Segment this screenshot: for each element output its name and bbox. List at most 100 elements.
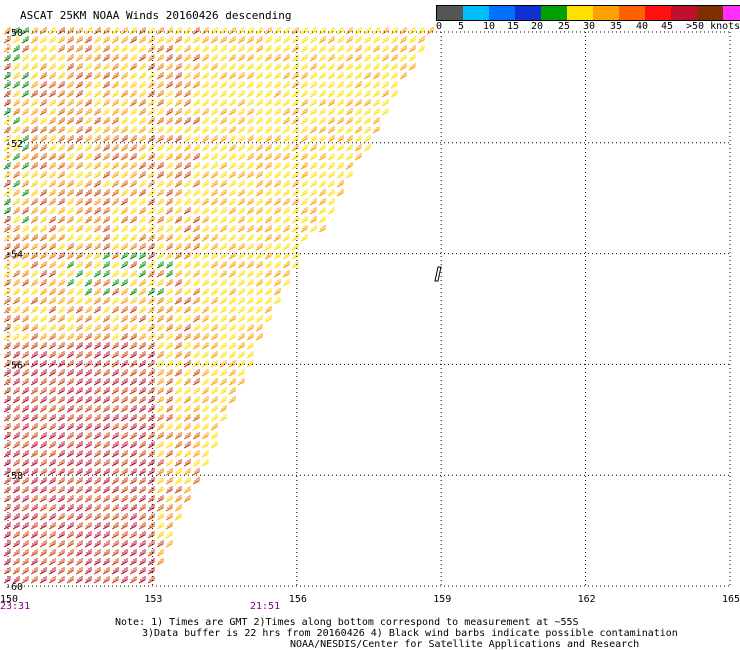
wind-barb [30, 63, 38, 71]
wind-barb [120, 378, 128, 386]
wind-barb [174, 126, 182, 134]
longitude-label: 162 [578, 594, 596, 605]
wind-barb [30, 27, 38, 35]
wind-barb [120, 432, 128, 440]
wind-barb [102, 45, 110, 53]
wind-barb [93, 369, 101, 377]
wind-barb [129, 216, 137, 224]
wind-barb [3, 234, 11, 242]
wind-barb [210, 27, 218, 35]
wind-barb [120, 243, 128, 251]
wind-barb [120, 36, 128, 44]
wind-barb [138, 54, 146, 62]
wind-barb [57, 378, 65, 386]
wind-barb [210, 216, 218, 224]
wind-barb [273, 63, 281, 71]
wind-barb [318, 117, 326, 125]
wind-barb [273, 126, 281, 134]
wind-barb [147, 36, 155, 44]
wind-barb [93, 81, 101, 89]
wind-barb [102, 513, 110, 521]
wind-barb [66, 189, 74, 197]
wind-barb [201, 279, 209, 287]
wind-barb [201, 189, 209, 197]
wind-barb [30, 261, 38, 269]
wind-barb [39, 126, 47, 134]
wind-barb [156, 423, 164, 431]
wind-barb [75, 45, 83, 53]
wind-barb [48, 36, 56, 44]
wind-barb [21, 126, 29, 134]
wind-barb [75, 225, 83, 233]
wind-barb [354, 81, 362, 89]
wind-barb [102, 432, 110, 440]
wind-barb [102, 414, 110, 422]
wind-barb [210, 369, 218, 377]
colorbar-swatch [463, 6, 489, 20]
wind-barb [192, 369, 200, 377]
wind-barb [138, 171, 146, 179]
wind-barb [75, 144, 83, 152]
wind-barb [57, 540, 65, 548]
wind-barb [57, 405, 65, 413]
wind-barb [174, 306, 182, 314]
wind-barb [147, 198, 155, 206]
wind-barb [363, 63, 371, 71]
wind-barb [111, 540, 119, 548]
wind-barb [21, 63, 29, 71]
wind-barb [165, 72, 173, 80]
wind-barb [129, 27, 137, 35]
wind-barb [165, 36, 173, 44]
wind-barb [120, 351, 128, 359]
wind-barb [57, 549, 65, 557]
wind-barb [93, 459, 101, 467]
longitude-label: 153 [144, 594, 162, 605]
wind-barb [129, 306, 137, 314]
wind-barb [93, 117, 101, 125]
wind-barb [12, 396, 20, 404]
wind-barb [408, 27, 416, 35]
latitude-label: -52 [5, 139, 23, 150]
wind-barb [408, 45, 416, 53]
wind-barb [237, 117, 245, 125]
wind-barb [156, 81, 164, 89]
wind-barb [84, 171, 92, 179]
wind-barb [228, 360, 236, 368]
wind-barb [273, 189, 281, 197]
wind-barb [354, 117, 362, 125]
wind-barb [192, 81, 200, 89]
wind-barb [21, 351, 29, 359]
wind-barb [291, 99, 299, 107]
wind-barb [228, 54, 236, 62]
wind-barb [39, 369, 47, 377]
wind-barb [165, 27, 173, 35]
wind-barb [84, 63, 92, 71]
wind-barb [147, 72, 155, 80]
wind-barb [48, 135, 56, 143]
wind-barb [75, 117, 83, 125]
wind-barb [21, 423, 29, 431]
latitude-label: -58 [5, 471, 23, 482]
wind-barb [183, 324, 191, 332]
wind-barb [327, 36, 335, 44]
wind-barb [102, 72, 110, 80]
wind-barb [102, 342, 110, 350]
wind-barb [21, 81, 29, 89]
wind-barb [408, 63, 416, 71]
wind-barb [120, 360, 128, 368]
wind-barb [300, 180, 308, 188]
wind-barb [237, 306, 245, 314]
wind-barb [30, 333, 38, 341]
wind-barb [219, 342, 227, 350]
wind-barb [147, 180, 155, 188]
wind-barb [21, 243, 29, 251]
wind-barb [147, 351, 155, 359]
wind-barb [138, 387, 146, 395]
wind-barb [219, 99, 227, 107]
wind-barb [183, 81, 191, 89]
wind-barb [318, 63, 326, 71]
wind-barb [93, 387, 101, 395]
wind-barb [12, 216, 20, 224]
wind-barb [183, 279, 191, 287]
wind-barb [183, 216, 191, 224]
